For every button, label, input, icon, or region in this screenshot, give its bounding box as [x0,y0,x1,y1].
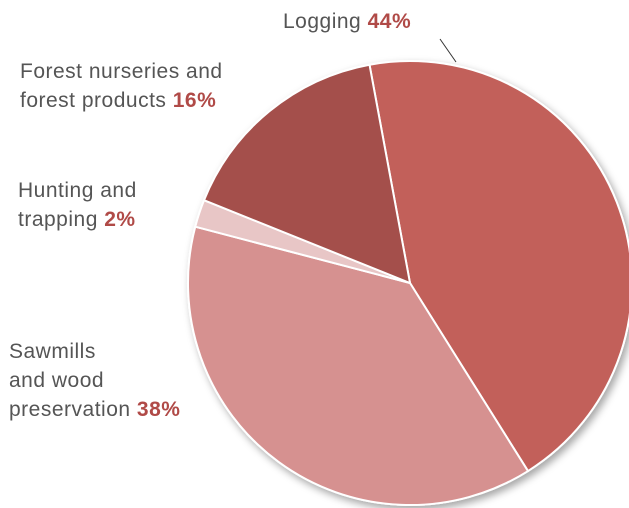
logging-percent: 44% [367,10,412,33]
hunting-label: Hunting and trapping 2% [18,176,137,234]
sawmills-label-line-1: Sawmills [9,340,96,363]
sawmills-label-line-3: preservation [9,398,131,421]
logging-leader-line [439,38,457,63]
pie-slice-forest-nurseries-and-forest-products [203,63,411,284]
logging-label: Logging 44% [283,7,411,36]
sawmills-label-line-2: and wood [9,369,105,392]
nurseries-percent: 16% [172,89,217,112]
hunting-label-line-2: trapping [18,208,98,231]
sawmills-label: Sawmills and wood preservation 38% [9,337,180,424]
hunting-percent: 2% [104,208,136,231]
sawmills-percent: 38% [136,398,181,421]
logging-label-text: Logging [283,10,362,33]
nurseries-label-line-2: forest products [20,89,167,112]
pie-slice-sawmills-and-wood-preservation [187,225,530,507]
nurseries-label-line-1: Forest nurseries and [20,60,223,83]
hunting-label-line-1: Hunting and [18,179,137,202]
pie-slice-logging [368,60,629,473]
nurseries-label: Forest nurseries and forest products 16% [20,57,223,115]
